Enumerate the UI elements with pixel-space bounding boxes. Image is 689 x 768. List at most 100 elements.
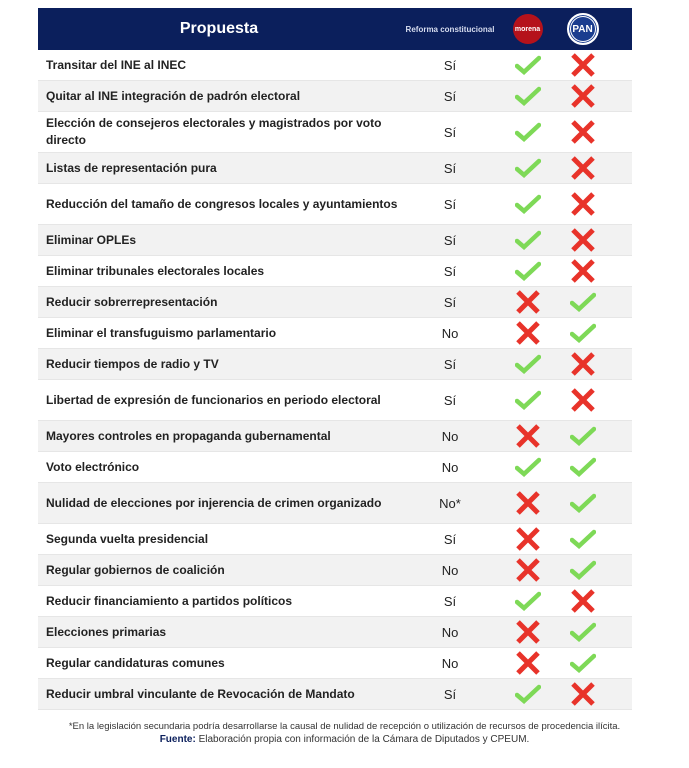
reform-value: Sí <box>443 124 457 140</box>
morena-check-icon <box>500 591 555 611</box>
reform-value: Sí <box>443 160 457 176</box>
proposal-label: Reducir sobrerrepresentación <box>46 294 218 309</box>
table-row: Quitar al INE integración de padrón elec… <box>38 81 632 112</box>
reform-value: No <box>441 624 459 640</box>
comparison-table: Propuesta Reforma constitucional morena … <box>38 8 632 710</box>
reform-value: Sí <box>443 593 457 609</box>
proposal-label: Nulidad de elecciones por injerencia de … <box>46 495 382 510</box>
pan-logo: PAN <box>566 13 599 45</box>
morena-cross-icon <box>500 620 555 644</box>
pan-cross-icon <box>555 228 610 252</box>
pan-check-icon <box>555 653 610 673</box>
table-row: Reducir sobrerrepresentación Sí <box>38 287 632 318</box>
reform-value: Sí <box>443 686 457 702</box>
pan-cross-icon <box>555 192 610 216</box>
morena-check-icon <box>500 230 555 250</box>
proposal-label: Quitar al INE integración de padrón elec… <box>46 88 301 103</box>
reform-value: Sí <box>443 88 457 104</box>
proposal-label: Reducir umbral vinculante de Revocación … <box>46 686 355 701</box>
morena-cross-icon <box>500 527 555 551</box>
proposal-label: Reducir financiamiento a partidos políti… <box>46 593 293 608</box>
source-note: Fuente: Elaboración propia con informaci… <box>159 734 530 745</box>
pan-cross-icon <box>555 120 610 144</box>
pan-check-icon <box>555 560 610 580</box>
proposal-label: Reducción del tamaño de congresos locale… <box>46 196 398 211</box>
table-row: Reducir financiamiento a partidos políti… <box>38 586 632 617</box>
morena-check-icon <box>500 457 555 477</box>
reform-value: Sí <box>443 392 457 408</box>
table-header: Propuesta Reforma constitucional morena … <box>38 8 632 50</box>
morena-check-icon <box>500 390 555 410</box>
proposal-label: Mayores controles en propaganda gubernam… <box>46 428 331 443</box>
proposal-label: Elecciones primarias <box>46 624 167 639</box>
reform-value: No <box>441 428 459 444</box>
pan-cross-icon <box>555 156 610 180</box>
pan-cross-icon <box>555 352 610 376</box>
proposal-label: Eliminar tribunales electorales locales <box>46 263 265 278</box>
morena-check-icon <box>500 158 555 178</box>
proposal-label: Regular candidaturas comunes <box>46 655 225 670</box>
reform-value: Sí <box>443 263 457 279</box>
table-row: Eliminar el transfuguismo parlamentario … <box>38 318 632 349</box>
morena-logo: morena <box>512 14 543 44</box>
table-row: Regular gobiernos de coalición No <box>38 555 632 586</box>
reform-value: No* <box>439 495 461 511</box>
pan-cross-icon <box>555 388 610 412</box>
morena-check-icon <box>500 86 555 106</box>
table-row: Eliminar tribunales electorales locales … <box>38 256 632 287</box>
proposal-label: Reducir tiempos de radio y TV <box>46 356 219 371</box>
reform-value: Sí <box>443 531 457 547</box>
pan-check-icon <box>555 323 610 343</box>
proposal-header: Propuesta <box>179 20 259 37</box>
reform-value: Sí <box>443 356 457 372</box>
table-row: Nulidad de elecciones por injerencia de … <box>38 483 632 524</box>
table-row: Listas de representación pura Sí <box>38 153 632 184</box>
reform-value: No <box>441 325 459 341</box>
pan-check-icon <box>555 457 610 477</box>
table-row: Voto electrónico No <box>38 452 632 483</box>
morena-check-icon <box>500 122 555 142</box>
footnote: *En la legislación secundaria podría des… <box>68 721 621 732</box>
reform-value: Sí <box>443 232 457 248</box>
morena-cross-icon <box>500 321 555 345</box>
morena-check-icon <box>500 55 555 75</box>
morena-cross-icon <box>500 491 555 515</box>
morena-check-icon <box>500 354 555 374</box>
morena-cross-icon <box>500 558 555 582</box>
pan-cross-icon <box>555 84 610 108</box>
proposal-label: Voto electrónico <box>46 459 140 474</box>
proposal-label: Transitar del INE al INEC <box>46 57 187 72</box>
pan-cross-icon <box>555 589 610 613</box>
table-row: Segunda vuelta presidencial Sí <box>38 524 632 555</box>
pan-cross-icon <box>555 682 610 706</box>
reform-value: Sí <box>443 294 457 310</box>
reform-value: Sí <box>443 196 457 212</box>
pan-check-icon <box>555 426 610 446</box>
proposal-label: Eliminar el transfuguismo parlamentario <box>46 325 277 340</box>
proposal-label: Listas de representación pura <box>46 160 217 175</box>
table-row: Regular candidaturas comunes No <box>38 648 632 679</box>
table-row: Mayores controles en propaganda gubernam… <box>38 421 632 452</box>
table-row: Eliminar OPLEs Sí <box>38 225 632 256</box>
table-row: Libertad de expresión de funcionarios en… <box>38 380 632 421</box>
reform-value: No <box>441 562 459 578</box>
reform-header: Reforma constitucional <box>405 24 495 34</box>
pan-check-icon <box>555 292 610 312</box>
proposal-label: Libertad de expresión de funcionarios en… <box>46 392 381 407</box>
proposal-label: Segunda vuelta presidencial <box>46 531 209 546</box>
table-row: Reducir tiempos de radio y TV Sí <box>38 349 632 380</box>
reform-value: No <box>441 459 459 475</box>
morena-check-icon <box>500 684 555 704</box>
pan-check-icon <box>555 622 610 642</box>
pan-check-icon <box>555 529 610 549</box>
morena-cross-icon <box>500 424 555 448</box>
morena-cross-icon <box>500 651 555 675</box>
reform-value: No <box>441 655 459 671</box>
pan-cross-icon <box>555 259 610 283</box>
morena-check-icon <box>500 194 555 214</box>
proposal-label: Elección de consejeros electorales y mag… <box>46 116 382 147</box>
morena-cross-icon <box>500 290 555 314</box>
pan-check-icon <box>555 493 610 513</box>
morena-check-icon <box>500 261 555 281</box>
table-row: Elecciones primarias No <box>38 617 632 648</box>
